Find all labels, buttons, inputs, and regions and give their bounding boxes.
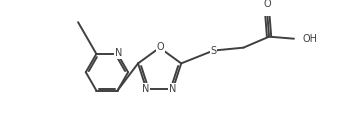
Text: N: N: [115, 48, 122, 58]
Text: OH: OH: [302, 34, 317, 44]
Text: N: N: [142, 84, 149, 94]
Text: O: O: [156, 42, 164, 52]
Text: O: O: [263, 0, 271, 9]
Text: N: N: [169, 84, 177, 94]
Text: S: S: [210, 46, 217, 56]
